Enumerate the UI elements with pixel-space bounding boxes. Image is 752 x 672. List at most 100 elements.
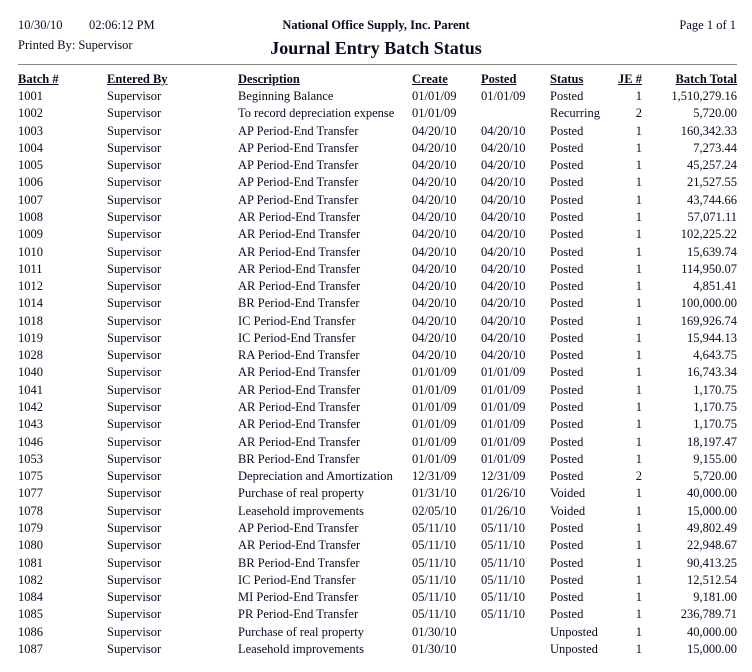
table-row: 1080 Supervisor AR Period-End Transfer 05/1… [0, 538, 752, 555]
je-count: 1 [635, 400, 642, 415]
je-count: 1 [635, 641, 642, 656]
entered-by: Supervisor [107, 486, 162, 501]
status: Posted [550, 417, 584, 432]
column-header-batch-total: Batch Total [675, 72, 737, 86]
entered-by: Supervisor [107, 365, 162, 380]
table-row: 1082 Supervisor IC Period-End Transfer 05/1… [0, 573, 752, 590]
posted-date: 01/01/09 [481, 417, 526, 432]
batch-number: 1042 [18, 400, 43, 415]
batch-total: 21,527.55 [687, 175, 737, 190]
table-row: 1079 Supervisor AP Period-End Transfer 05/1… [0, 521, 752, 538]
status: Voided [550, 486, 586, 501]
batch-number: 1011 [18, 261, 43, 276]
table-row: 1085 Supervisor PR Period-End Transfer 05/1… [0, 607, 752, 624]
status: Posted [550, 469, 584, 484]
create-date: 04/20/10 [412, 279, 457, 294]
entered-by: Supervisor [107, 330, 162, 345]
create-date: 04/20/10 [412, 175, 457, 190]
posted-date: 01/01/09 [481, 451, 526, 466]
create-date: 01/01/09 [412, 106, 457, 121]
create-date: 01/30/10 [412, 624, 457, 639]
batch-total: 16,743.34 [687, 365, 737, 380]
je-count: 1 [635, 555, 642, 570]
column-header-entered-by: Entered By [107, 72, 168, 86]
batch-total: 40,000.00 [687, 624, 737, 639]
batch-number: 1082 [18, 572, 43, 587]
posted-date: 04/20/10 [481, 227, 526, 242]
status: Posted [550, 572, 584, 587]
batch-number: 1014 [18, 296, 43, 311]
posted-date: 05/11/10 [481, 572, 525, 587]
status: Posted [550, 296, 584, 311]
batch-total: 1,170.75 [693, 417, 737, 432]
je-count: 1 [635, 192, 642, 207]
status: Posted [550, 244, 584, 259]
create-date: 01/01/09 [412, 365, 457, 380]
entered-by: Supervisor [107, 261, 162, 276]
batch-number: 1084 [18, 590, 43, 605]
batch-total: 15,000.00 [687, 641, 737, 656]
create-date: 02/05/10 [412, 503, 457, 518]
create-date: 04/20/10 [412, 330, 457, 345]
batch-number: 1018 [18, 313, 43, 328]
posted-date: 04/20/10 [481, 313, 526, 328]
table-row: 1001 Supervisor Beginning Balance 01/01/09 0… [0, 89, 752, 106]
batch-total: 102,225.22 [680, 227, 737, 242]
create-date: 05/11/10 [412, 590, 456, 605]
description: AP Period-End Transfer [238, 192, 359, 207]
je-count: 1 [635, 140, 642, 155]
batch-total: 5,720.00 [693, 469, 737, 484]
batch-number: 1081 [18, 555, 43, 570]
entered-by: Supervisor [107, 417, 162, 432]
table-row: 1018 Supervisor IC Period-End Transfer 04/2… [0, 314, 752, 331]
create-date: 04/20/10 [412, 296, 457, 311]
create-date: 01/30/10 [412, 641, 457, 656]
status: Posted [550, 365, 584, 380]
batch-total: 57,071.11 [687, 209, 737, 224]
je-count: 1 [635, 227, 642, 242]
table-row: 1075 Supervisor Depreciation and Amortizat… [0, 469, 752, 486]
posted-date: 05/11/10 [481, 538, 525, 553]
entered-by: Supervisor [107, 279, 162, 294]
table-row: 1002 Supervisor To record depreciation exp… [0, 106, 752, 123]
batch-total: 18,197.47 [687, 434, 737, 449]
description: AR Period-End Transfer [238, 261, 361, 276]
entered-by: Supervisor [107, 192, 162, 207]
table-row: 1081 Supervisor BR Period-End Transfer 05/1… [0, 556, 752, 573]
entered-by: Supervisor [107, 175, 162, 190]
entered-by: Supervisor [107, 590, 162, 605]
table-row: 1087 Supervisor Leasehold improvements 01/3… [0, 642, 752, 659]
description: AP Period-End Transfer [238, 140, 359, 155]
report-time: 02:06:12 PM [89, 18, 155, 32]
create-date: 05/11/10 [412, 521, 456, 535]
batch-total: 1,170.75 [693, 382, 737, 397]
table-row: 1006 Supervisor AP Period-End Transfer 04/2… [0, 175, 752, 192]
create-date: 05/11/10 [412, 572, 456, 587]
je-count: 1 [635, 330, 642, 345]
create-date: 04/20/10 [412, 261, 457, 276]
description: AR Period-End Transfer [238, 538, 361, 553]
table-row: 1041 Supervisor AR Period-End Transfer 01/0… [0, 383, 752, 400]
status: Unposted [550, 624, 598, 639]
status: Posted [550, 451, 584, 466]
posted-date: 05/11/10 [481, 555, 525, 570]
description: Purchase of real property [238, 624, 364, 639]
je-count: 1 [635, 365, 642, 380]
header-divider [18, 64, 737, 65]
batch-number: 1043 [18, 417, 43, 432]
entered-by: Supervisor [107, 158, 162, 173]
table-row: 1003 Supervisor AP Period-End Transfer 04/2… [0, 124, 752, 141]
posted-date: 04/20/10 [481, 261, 526, 276]
batch-number: 1080 [18, 538, 43, 553]
entered-by: Supervisor [107, 209, 162, 224]
status: Posted [550, 158, 584, 173]
table-row: 1004 Supervisor AP Period-End Transfer 04/2… [0, 141, 752, 158]
status: Posted [550, 227, 584, 242]
posted-date: 04/20/10 [481, 348, 526, 363]
status: Posted [550, 261, 584, 276]
je-count: 1 [635, 607, 642, 622]
posted-date: 01/26/10 [481, 486, 526, 501]
batch-total: 4,643.75 [693, 348, 737, 363]
je-count: 1 [635, 417, 642, 432]
table-row: 1007 Supervisor AP Period-End Transfer 04/2… [0, 193, 752, 210]
